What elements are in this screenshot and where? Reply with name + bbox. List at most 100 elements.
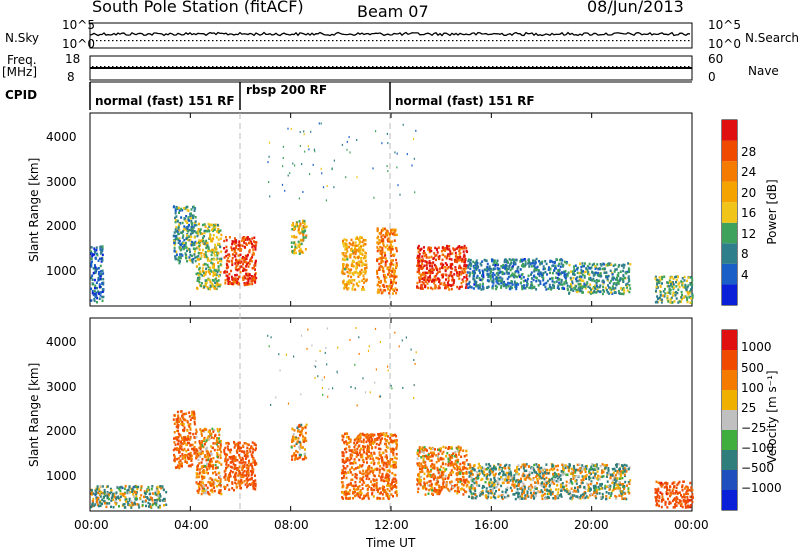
- power-echo-cell: [388, 269, 391, 272]
- velocity-echo-cell: [187, 435, 190, 438]
- power-echo-cell: [524, 260, 527, 263]
- velocity-echo-cell: [218, 428, 221, 431]
- velocity-echo-cell: [197, 464, 199, 467]
- power-echo-cell: [601, 267, 604, 271]
- velocity-echo-cell: [106, 502, 109, 505]
- power-echo-cell: [228, 260, 231, 263]
- velocity-echo-cell: [450, 469, 453, 472]
- velocity-echo-cell: [239, 486, 242, 490]
- power-echo-cell: [385, 276, 388, 279]
- power-echo-cell: [532, 278, 535, 282]
- power-echo-cell: [179, 256, 182, 260]
- nave-dot: [516, 66, 518, 68]
- velocity-echo-cell: [359, 453, 362, 457]
- power-echo-cell: [207, 247, 210, 251]
- power-echo-cell: [691, 286, 693, 289]
- nsearch-dot: [324, 40, 326, 42]
- power-echo-cell: [675, 297, 678, 300]
- nsearch-dot: [520, 40, 522, 42]
- power-echo-cell: [207, 265, 210, 269]
- power-echo-cell: [423, 278, 426, 282]
- nave-dot: [136, 66, 138, 68]
- power-echo-cell: [617, 289, 620, 293]
- power-echo-cell: [101, 245, 104, 248]
- nave-dot: [224, 66, 226, 68]
- power-echo-cell: [218, 284, 221, 288]
- velocity-echo-cell: [302, 435, 304, 438]
- power-echo-cell: [414, 191, 416, 194]
- velocity-echo-cell: [187, 452, 190, 456]
- power-echo-cell: [597, 271, 600, 275]
- velocity-echo-cell: [180, 440, 182, 443]
- power-echo-cell: [235, 252, 238, 255]
- power-echo-cell: [208, 270, 211, 274]
- power-echo-cell: [422, 266, 425, 269]
- power-echo-cell: [287, 174, 289, 177]
- power-echo-cell: [391, 245, 394, 249]
- power-echo-cell: [290, 241, 293, 244]
- power-echo-cell: [234, 280, 237, 284]
- power-echo-cell: [442, 248, 445, 252]
- velocity-echo-cell: [214, 470, 217, 474]
- nsearch-dot: [588, 40, 590, 42]
- power-echo-cell: [461, 285, 463, 288]
- power-echo-cell: [605, 288, 608, 292]
- velocity-echo-cell: [303, 457, 306, 461]
- power-echo-cell: [622, 266, 625, 269]
- power-echo-cell: [185, 246, 188, 249]
- power-echo-cell: [434, 286, 437, 289]
- velocity-echo-cell: [381, 451, 384, 455]
- power-echo-cell: [307, 145, 309, 148]
- power-echo-cell: [551, 280, 554, 283]
- velocity-echo-cell: [385, 454, 388, 457]
- nsearch-dot: [660, 40, 662, 42]
- velocity-echo-cell: [180, 410, 183, 413]
- nsearch-dot: [316, 40, 318, 42]
- power-echo-cell: [380, 259, 383, 262]
- power-echo-cell: [394, 151, 396, 154]
- power-echo-cell: [195, 241, 198, 245]
- velocity-echo-cell: [392, 463, 395, 467]
- power-echo-cell: [479, 271, 481, 275]
- velocity-echo-cell: [186, 438, 189, 441]
- power-echo-cell: [382, 238, 385, 241]
- power-echo-cell: [614, 268, 617, 271]
- velocity-echo-cell: [366, 475, 369, 478]
- power-echo-cell: [438, 270, 441, 273]
- power-echo-cell: [520, 260, 523, 263]
- power-echo-cell: [197, 233, 200, 236]
- velocity-echo-cell: [246, 485, 249, 489]
- power-echo-cell: [359, 248, 362, 251]
- power-echo-cell: [548, 285, 551, 289]
- velocity-echo-cell: [390, 458, 393, 461]
- nsearch-dot: [268, 40, 270, 42]
- velocity-echo-cell: [96, 488, 99, 491]
- power-echo-cell: [178, 211, 180, 214]
- velocity-echo-cell: [189, 426, 192, 430]
- power-echo-cell: [354, 247, 356, 251]
- velocity-echo-cell: [155, 502, 158, 505]
- velocity-echo-cell: [189, 437, 192, 440]
- power-echo-cell: [584, 287, 587, 290]
- velocity-echo-cell: [100, 492, 103, 495]
- power-echo-cell: [582, 279, 585, 282]
- power-echo-cell: [670, 296, 673, 300]
- velocity-echo-cell: [102, 491, 105, 495]
- power-echo-cell: [388, 292, 391, 295]
- power-echo-cell: [211, 251, 214, 254]
- velocity-echo-cell: [198, 485, 200, 488]
- power-echo-cell: [542, 279, 545, 282]
- velocity-echo-cell: [146, 497, 149, 500]
- velocity-echo-cell: [200, 480, 203, 484]
- power-echo-cell: [497, 276, 500, 280]
- velocity-echo-cell: [345, 490, 348, 493]
- power-echo-cell: [244, 276, 246, 280]
- power-echo-cell: [391, 240, 394, 243]
- velocity-echo-cell: [185, 450, 188, 453]
- power-echo-cell: [101, 295, 104, 299]
- power-echo-cell: [193, 230, 196, 233]
- power-echo-cell: [609, 286, 612, 290]
- velocity-echo-cell: [177, 436, 180, 439]
- velocity-echo-cell: [115, 498, 118, 501]
- velocity-echo-cell: [240, 458, 243, 462]
